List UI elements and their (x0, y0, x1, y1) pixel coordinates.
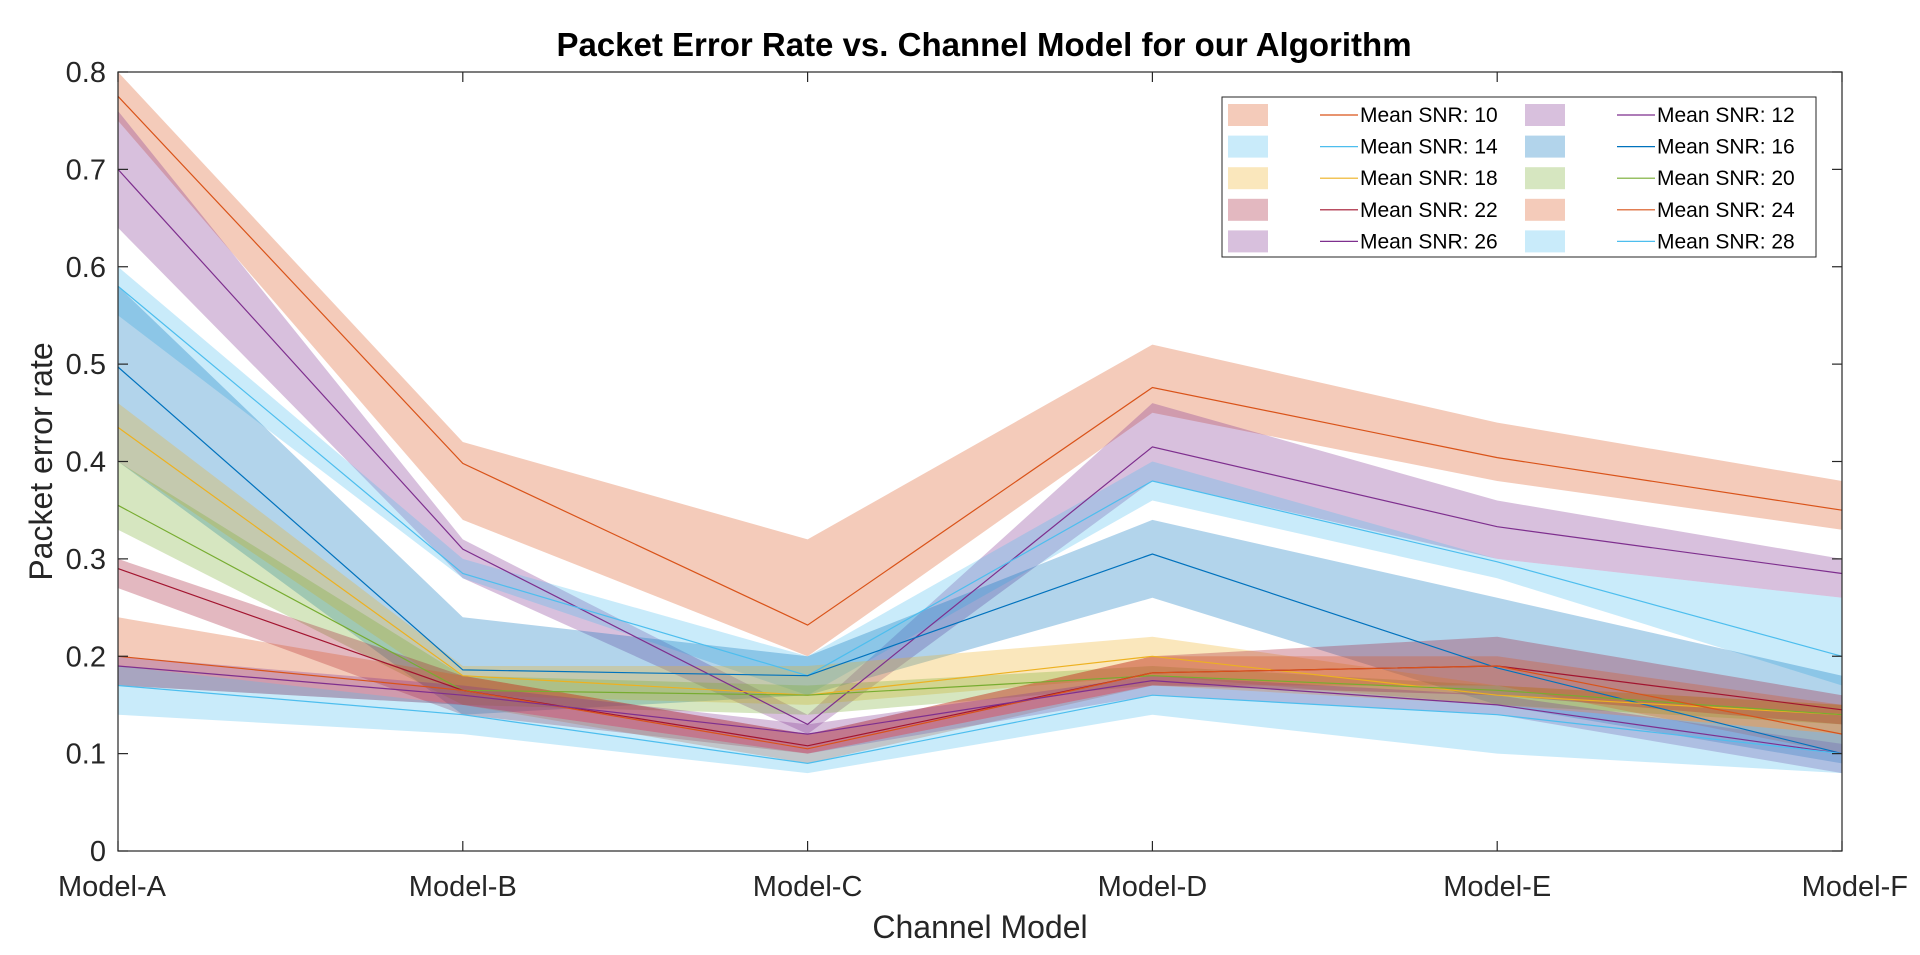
legend-entry-label: Mean SNR: 12 (1657, 104, 1795, 127)
mean-line-snr-20 (117, 504, 1843, 716)
legend-swatch (1525, 167, 1565, 190)
x-tick-label: Model-B (409, 871, 517, 903)
legend-swatch (1525, 230, 1565, 253)
legend-entry-label: Mean SNR: 10 (1360, 104, 1498, 127)
x-tick-label: Model-C (753, 871, 863, 903)
y-tick-label: 0.8 (66, 57, 106, 89)
mean-line-snr-12 (117, 168, 1843, 726)
mean-line-snr-24 (117, 655, 1843, 750)
legend-swatch (1228, 230, 1268, 253)
y-tick-label: 0.3 (66, 544, 106, 576)
legend-swatch (1228, 198, 1268, 221)
range-band-snr-14 (118, 266, 1842, 696)
range-band-snr-18 (118, 403, 1842, 735)
x-tick-label: Model-A (58, 871, 167, 903)
mean-line-snr-28 (117, 684, 1843, 765)
x-axis-title: Channel Model (872, 909, 1087, 945)
y-axis-ticks: 0 0.1 0.2 0.3 0.4 0.5 0.6 0.7 0.8 (66, 57, 1842, 868)
legend-swatch (1525, 135, 1565, 158)
legend-box (1221, 96, 1817, 258)
mean-line-snr-16 (117, 366, 1843, 755)
y-tick-label: 0.7 (66, 154, 106, 186)
mean-line-snr-22 (117, 568, 1843, 747)
x-tick-label: Model-D (1098, 871, 1208, 903)
legend-entry-label: Mean SNR: 18 (1360, 167, 1498, 190)
range-band-snr-16 (118, 286, 1842, 764)
legend-entry-label: Mean SNR: 26 (1360, 230, 1498, 253)
range-band-snr-28 (118, 666, 1842, 774)
y-tick-label: 0.1 (66, 739, 106, 771)
legend-swatch (1228, 104, 1268, 126)
x-tick-label: Model-E (1443, 871, 1551, 903)
legend: Mean SNR: 10 Mean SNR: 12 Mean SNR: 14 Mean… (1221, 96, 1817, 258)
chart-title: Packet Error Rate vs. Channel Model for … (556, 26, 1411, 63)
legend-entry-label: Mean SNR: 16 (1657, 136, 1795, 159)
legend-entry-label: Mean SNR: 22 (1360, 199, 1498, 222)
mean-line-snr-26 (117, 665, 1843, 755)
mean-line-snr-18 (117, 426, 1843, 716)
y-axis-title: Packet error rate (23, 342, 59, 580)
legend-swatch (1228, 135, 1268, 158)
mean-line-snr-14 (117, 285, 1843, 677)
range-band-snr-10 (118, 72, 1842, 657)
mean-line-snr-10 (117, 95, 1843, 626)
legend-entry-label: Mean SNR: 24 (1657, 199, 1795, 222)
legend-entry-label: Mean SNR: 14 (1360, 136, 1498, 159)
y-tick-label: 0 (90, 836, 106, 868)
legend-entry-label: Mean SNR: 28 (1657, 230, 1795, 253)
legend-swatch (1228, 167, 1268, 190)
y-tick-label: 0.5 (66, 349, 106, 381)
range-band-snr-26 (118, 656, 1842, 774)
x-tick-label: Model-F (1802, 871, 1908, 903)
legend-swatch (1525, 198, 1565, 221)
mean-lines (117, 95, 1843, 765)
x-axis-ticks: Model-A Model-B Model-C Model-D Model-E Model… (58, 72, 1908, 903)
y-tick-label: 0.6 (66, 252, 106, 284)
legend-entry-label: Mean SNR: 20 (1657, 167, 1795, 190)
range-band-snr-20 (118, 461, 1842, 725)
legend-swatch (1525, 104, 1565, 126)
y-tick-label: 0.2 (66, 641, 106, 673)
y-tick-label: 0.4 (66, 447, 106, 479)
